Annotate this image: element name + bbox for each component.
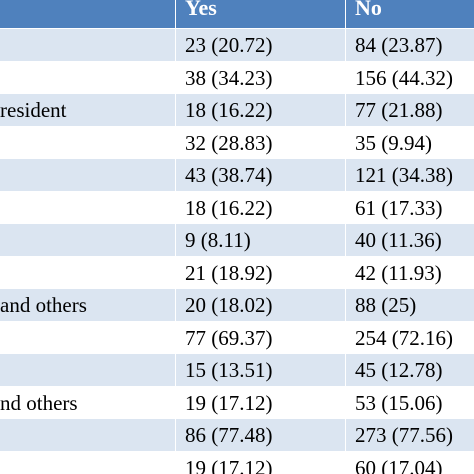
table-row: 9 (8.11) 40 (11.36) xyxy=(0,224,474,257)
table-header: Yes No xyxy=(0,0,474,28)
cell-yes: 43 (38.74) xyxy=(185,163,273,187)
cell-no: 42 (11.93) xyxy=(355,260,442,285)
table-row: 43 (38.74) 121 (34.38) xyxy=(0,159,474,192)
header-yes: Yes xyxy=(185,0,217,20)
cell-no: 273 (77.56) xyxy=(355,423,453,447)
row-label: and others xyxy=(0,293,87,317)
row-label: resident xyxy=(0,98,67,122)
cell-yes: 19 (17.12) xyxy=(185,455,273,474)
cell-no: 35 (9.94) xyxy=(355,130,432,155)
cell-no: 88 (25) xyxy=(355,293,417,317)
row-label: nd others xyxy=(0,390,78,415)
column-divider xyxy=(345,0,346,474)
table-row: 32 (28.83) 35 (9.94) xyxy=(0,126,474,160)
cell-no: 156 (44.32) xyxy=(355,65,453,90)
cell-yes: 23 (20.72) xyxy=(185,33,273,57)
table-row: 15 (13.51) 45 (12.78) xyxy=(0,354,474,387)
cell-no: 254 (72.16) xyxy=(355,325,453,350)
table-row: 77 (69.37) 254 (72.16) xyxy=(0,321,474,355)
cell-no: 61 (17.33) xyxy=(355,195,443,220)
table-row: resident 18 (16.22) 77 (21.88) xyxy=(0,94,474,127)
cell-no: 40 (11.36) xyxy=(355,228,442,252)
cell-yes: 18 (16.22) xyxy=(185,98,273,122)
column-divider xyxy=(175,0,176,474)
cell-yes: 86 (77.48) xyxy=(185,423,273,447)
cell-no: 84 (23.87) xyxy=(355,33,443,57)
cell-no: 45 (12.78) xyxy=(355,358,443,382)
cell-yes: 19 (17.12) xyxy=(185,390,273,415)
cell-no: 77 (21.88) xyxy=(355,98,443,122)
table-row: nd others 19 (17.12) 53 (15.06) xyxy=(0,386,474,420)
table-row: 19 (17.12) 60 (17.04) xyxy=(0,451,474,474)
cell-yes: 38 (34.23) xyxy=(185,65,273,90)
cell-yes: 9 (8.11) xyxy=(185,228,251,252)
cell-yes: 32 (28.83) xyxy=(185,130,273,155)
cell-no: 60 (17.04) xyxy=(355,455,443,474)
table-row: 38 (34.23) 156 (44.32) xyxy=(0,61,474,95)
table-row: 18 (16.22) 61 (17.33) xyxy=(0,191,474,225)
table-row: 21 (18.92) 42 (11.93) xyxy=(0,256,474,290)
table-row: and others 20 (18.02) 88 (25) xyxy=(0,289,474,322)
cell-yes: 18 (16.22) xyxy=(185,195,273,220)
table-row: 86 (77.48) 273 (77.56) xyxy=(0,419,474,452)
table-row: 23 (20.72) 84 (23.87) xyxy=(0,29,474,62)
cell-yes: 77 (69.37) xyxy=(185,325,273,350)
cell-yes: 20 (18.02) xyxy=(185,293,273,317)
header-no: No xyxy=(355,0,382,20)
cell-no: 53 (15.06) xyxy=(355,390,443,415)
cell-yes: 15 (13.51) xyxy=(185,358,273,382)
cell-yes: 21 (18.92) xyxy=(185,260,273,285)
cell-no: 121 (34.38) xyxy=(355,163,453,187)
